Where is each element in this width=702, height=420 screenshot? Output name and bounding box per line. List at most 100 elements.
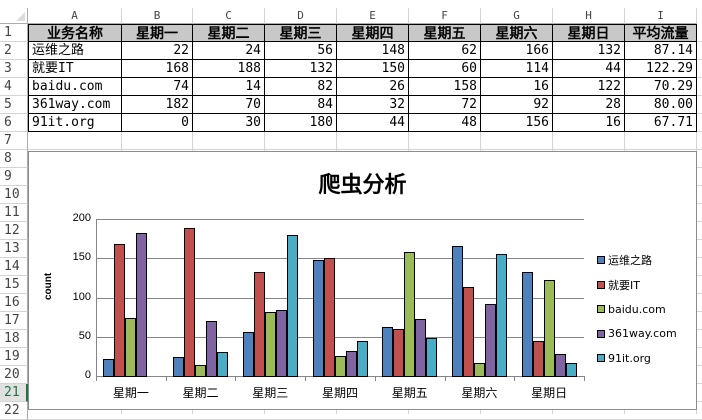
- row-header-5[interactable]: 5: [0, 96, 28, 114]
- row-header-19[interactable]: 19: [0, 348, 28, 366]
- table-cell[interactable]: 70.29: [625, 78, 697, 96]
- table-cell[interactable]: 16: [481, 78, 553, 96]
- legend-item[interactable]: 运维之路: [597, 248, 677, 273]
- table-cell[interactable]: 70: [193, 96, 265, 114]
- table-cell[interactable]: 168: [122, 60, 193, 78]
- column-header-h[interactable]: H: [553, 8, 625, 24]
- table-cell[interactable]: 122: [553, 78, 625, 96]
- table-cell[interactable]: 114: [481, 60, 553, 78]
- table-cell[interactable]: 188: [193, 60, 265, 78]
- table-cell[interactable]: 48: [409, 114, 481, 132]
- table-cell[interactable]: 132: [553, 42, 625, 60]
- row-header-4[interactable]: 4: [0, 78, 28, 96]
- table-cell[interactable]: 28: [553, 96, 625, 114]
- row-header-8[interactable]: 8: [0, 150, 28, 168]
- table-cell[interactable]: 166: [481, 42, 553, 60]
- row-header-17[interactable]: 17: [0, 312, 28, 330]
- bar-运维之路-星期日[interactable]: [521, 272, 533, 377]
- table-cell[interactable]: 44: [553, 60, 625, 78]
- table-cell[interactable]: 67.71: [625, 114, 697, 132]
- header-cell[interactable]: 星期五: [409, 24, 481, 42]
- header-cell[interactable]: 平均流量: [625, 24, 697, 42]
- table-cell[interactable]: 14: [193, 78, 265, 96]
- column-header-d[interactable]: D: [265, 8, 337, 24]
- table-cell[interactable]: 132: [265, 60, 337, 78]
- row-header-2[interactable]: 2: [0, 42, 28, 60]
- row-header-22[interactable]: 22: [0, 402, 28, 420]
- bar-baidu.com-星期日[interactable]: [543, 280, 555, 377]
- bar-361way.com-星期日[interactable]: [554, 354, 566, 377]
- bar-就要IT-星期五[interactable]: [393, 328, 405, 377]
- header-cell[interactable]: 星期四: [337, 24, 409, 42]
- bar-就要IT-星期六[interactable]: [462, 286, 474, 377]
- table-cell[interactable]: 0: [122, 114, 193, 132]
- bar-baidu.com-星期一[interactable]: [125, 317, 137, 377]
- row-header-14[interactable]: 14: [0, 258, 28, 276]
- table-cell[interactable]: 运维之路: [28, 42, 122, 60]
- table-cell[interactable]: 62: [409, 42, 481, 60]
- legend-item[interactable]: 91it.org: [597, 346, 677, 371]
- row-header-6[interactable]: 6: [0, 114, 28, 132]
- table-cell[interactable]: 91it.org: [28, 114, 122, 132]
- table-cell[interactable]: 92: [481, 96, 553, 114]
- table-cell[interactable]: baidu.com: [28, 78, 122, 96]
- bar-91it.org-星期六[interactable]: [495, 253, 507, 377]
- bar-chart[interactable]: 爬虫分析 count 0 50 100 150 200 星期一 星期二 星期三 星期四 星期五 星期…: [28, 151, 697, 410]
- table-cell[interactable]: 361way.com: [28, 96, 122, 114]
- bar-就要IT-星期二[interactable]: [184, 228, 196, 377]
- bar-361way.com-星期六[interactable]: [484, 303, 496, 377]
- header-cell[interactable]: 星期三: [265, 24, 337, 42]
- table-cell[interactable]: 122.29: [625, 60, 697, 78]
- bar-baidu.com-星期六[interactable]: [473, 363, 485, 377]
- bar-91it.org-星期四[interactable]: [356, 341, 368, 377]
- table-cell[interactable]: 72: [409, 96, 481, 114]
- table-cell[interactable]: 148: [337, 42, 409, 60]
- bar-运维之路-星期一[interactable]: [103, 358, 115, 377]
- bar-91it.org-星期日[interactable]: [565, 363, 577, 377]
- column-header-g[interactable]: G: [481, 8, 553, 24]
- row-header-13[interactable]: 13: [0, 240, 28, 258]
- bar-就要IT-星期四[interactable]: [323, 258, 335, 377]
- row-header-7[interactable]: 7: [0, 132, 28, 150]
- bar-361way.com-星期一[interactable]: [136, 233, 148, 377]
- legend-item[interactable]: 361way.com: [597, 322, 677, 347]
- table-cell[interactable]: 56: [265, 42, 337, 60]
- bar-baidu.com-星期三[interactable]: [264, 311, 276, 377]
- bar-361way.com-星期五[interactable]: [415, 319, 427, 377]
- bar-91it.org-星期三[interactable]: [286, 234, 298, 377]
- table-cell[interactable]: 87.14: [625, 42, 697, 60]
- bar-运维之路-星期六[interactable]: [451, 245, 463, 377]
- bar-baidu.com-星期四[interactable]: [334, 355, 346, 377]
- bar-baidu.com-星期二[interactable]: [195, 365, 207, 377]
- table-cell[interactable]: 156: [481, 114, 553, 132]
- legend-item[interactable]: 就要IT: [597, 273, 677, 298]
- table-cell[interactable]: 82: [265, 78, 337, 96]
- table-cell[interactable]: 74: [122, 78, 193, 96]
- header-cell[interactable]: 星期六: [481, 24, 553, 42]
- header-cell[interactable]: 星期一: [122, 24, 193, 42]
- column-header-f[interactable]: F: [409, 8, 481, 24]
- table-cell[interactable]: 182: [122, 96, 193, 114]
- column-header-b[interactable]: B: [122, 8, 193, 24]
- row-header-3[interactable]: 3: [0, 60, 28, 78]
- header-cell[interactable]: 业务名称: [28, 24, 122, 42]
- row-header-1[interactable]: 1: [0, 24, 28, 42]
- bar-361way.com-星期四[interactable]: [345, 350, 357, 377]
- bar-运维之路-星期五[interactable]: [382, 327, 394, 377]
- row-header-11[interactable]: 11: [0, 204, 28, 222]
- table-cell[interactable]: 32: [337, 96, 409, 114]
- table-cell[interactable]: 150: [337, 60, 409, 78]
- table-cell[interactable]: 180: [265, 114, 337, 132]
- bar-361way.com-星期二[interactable]: [206, 321, 218, 377]
- header-cell[interactable]: 星期二: [193, 24, 265, 42]
- bar-运维之路-星期三[interactable]: [242, 332, 254, 377]
- legend-item[interactable]: baidu.com: [597, 297, 677, 322]
- row-header-12[interactable]: 12: [0, 222, 28, 240]
- table-cell[interactable]: 26: [337, 78, 409, 96]
- bar-运维之路-星期四[interactable]: [312, 259, 324, 377]
- table-cell[interactable]: 60: [409, 60, 481, 78]
- table-cell[interactable]: 16: [553, 114, 625, 132]
- table-cell[interactable]: 158: [409, 78, 481, 96]
- bar-运维之路-星期二[interactable]: [173, 357, 185, 377]
- column-header-i[interactable]: I: [625, 8, 697, 24]
